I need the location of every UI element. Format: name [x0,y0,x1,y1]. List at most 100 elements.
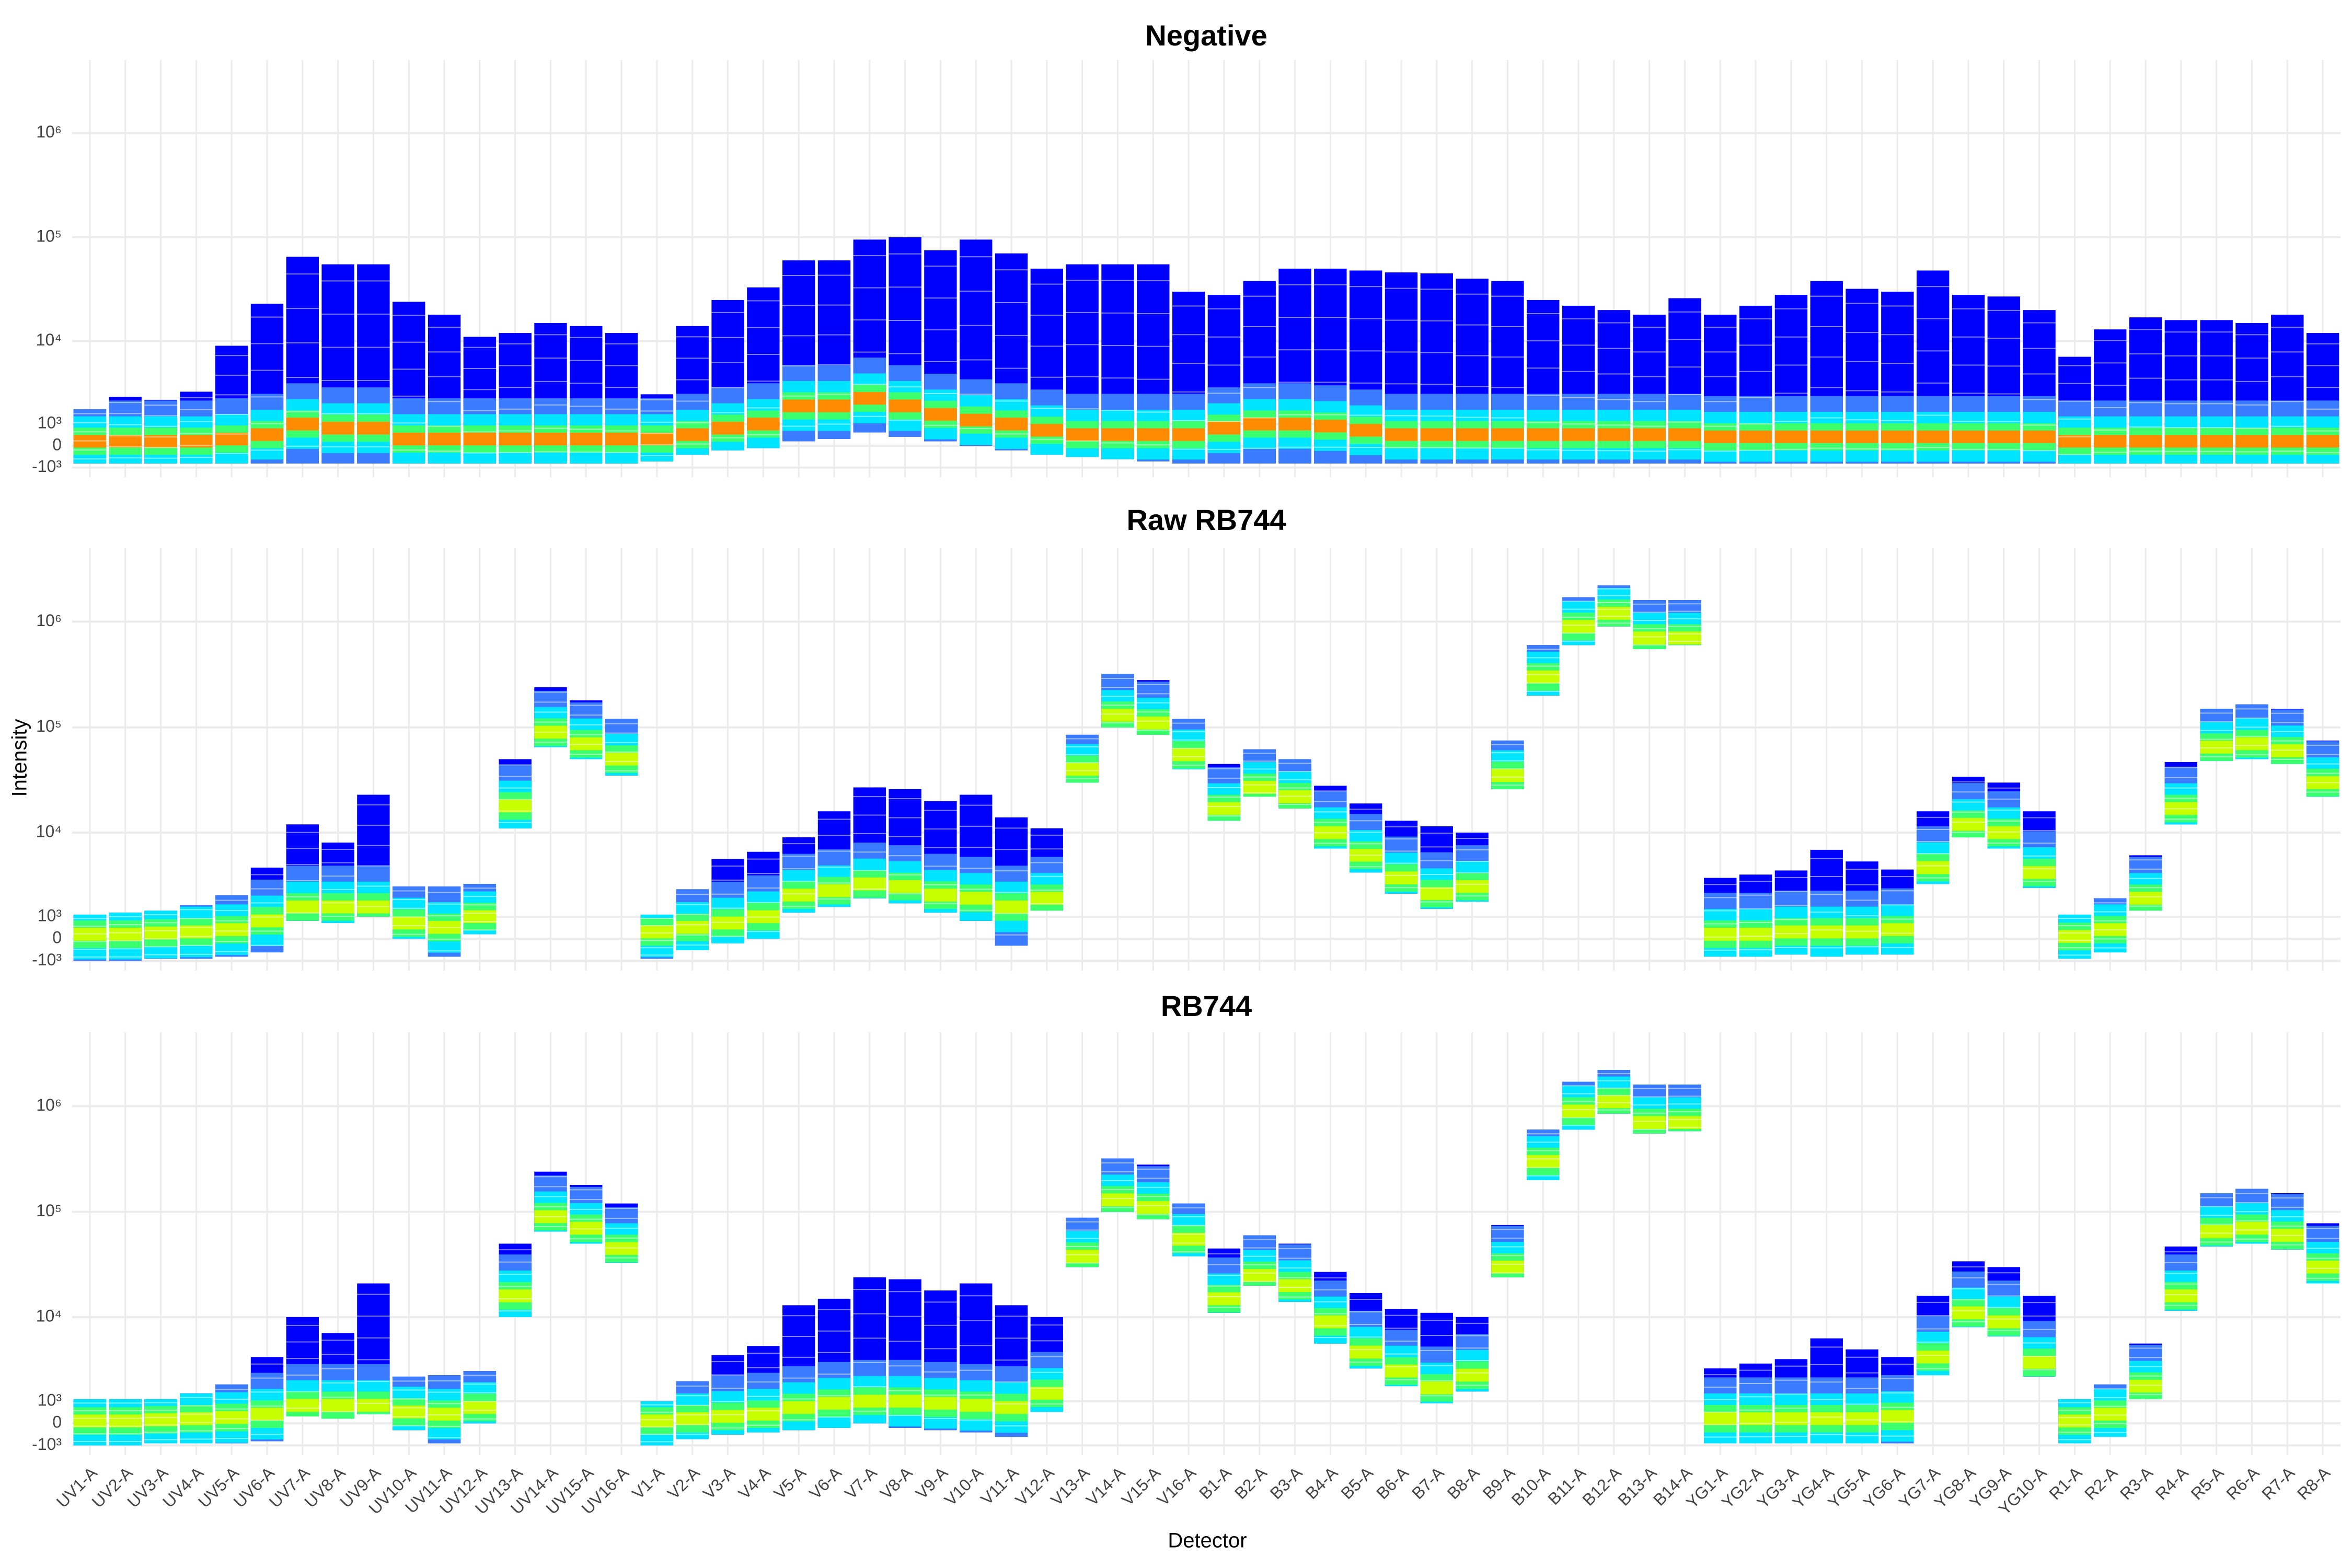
density-band [1207,422,1241,435]
density-band [889,880,921,893]
density-band [1774,430,1808,443]
x-tick-label: V15-A [1118,1463,1165,1509]
x-tick-label: R2-A [2081,1463,2121,1503]
density-band [1101,428,1134,441]
density-band [357,1399,390,1412]
density-band [711,916,744,930]
density-band [1916,1351,1950,1364]
density-band [1278,1279,1311,1293]
density-band [250,428,284,441]
density-band [1491,1260,1524,1274]
density-band [889,1394,921,1408]
density-band [393,916,425,930]
x-tick-label: V2-A [664,1463,704,1503]
density-band [1385,871,1418,884]
x-tick-label: B1-A [1195,1463,1235,1503]
density-band [889,399,921,412]
peak-density [1385,836,1418,894]
peak-density [924,373,957,442]
density-band [1420,428,1453,441]
peak-density [1349,389,1382,464]
peak-density [1774,890,1808,955]
peak-density [960,1364,993,1433]
density-band [853,392,886,405]
peak-density [1491,740,1524,789]
density-band [747,418,780,431]
density-band [1491,428,1524,441]
peak-density [1739,396,1772,464]
density-band [2164,435,2198,448]
y-tick-label: 0 [52,435,62,454]
peak-density [250,879,284,953]
density-band [321,1399,354,1412]
peak-density [534,1175,567,1232]
peak-density [215,1384,248,1444]
density-band [1633,1116,1666,1129]
peak-density [1633,394,1666,464]
density-band [1172,748,1205,762]
x-tick-label: B13-A [1614,1463,1661,1509]
peak-density [1810,396,1843,464]
peak-density [1774,1377,1808,1444]
density-band [1314,1315,1347,1329]
peak-density [782,365,815,442]
peak-density [1668,600,1701,645]
peak-density [2094,1384,2127,1437]
peak-density [1527,394,1560,464]
density-band [1668,428,1701,441]
density-band [2235,1221,2268,1235]
peak-density [1207,1257,1241,1313]
peak-density [2271,1194,2304,1250]
peak-density [570,1186,603,1244]
peak-density [1704,893,1737,957]
peak-density [2094,400,2127,464]
x-tick-label: R7-A [2258,1463,2298,1503]
peak-density [1774,396,1808,464]
x-tick-label: V6-A [805,1463,845,1503]
y-tick-label: 10⁴ [36,330,62,349]
y-tick-label: 10⁶ [36,1096,62,1114]
peak-density [711,1375,744,1435]
density-band [428,432,461,446]
density-band [1349,424,1382,437]
peak-density [321,387,354,464]
density-band [640,1414,674,1428]
peak-density [782,1366,815,1431]
peak-density [1420,394,1453,464]
peak-density [1278,759,1311,809]
peak-density [640,914,674,959]
density-band [1597,1095,1631,1109]
peak-density [2164,767,2198,825]
x-tick-label: B11-A [1544,1463,1589,1508]
x-tick-label: R5-A [2187,1463,2228,1503]
density-band [109,928,142,941]
peak-density [215,895,248,957]
peak-density [109,400,142,464]
peak-density [853,1359,886,1424]
density-band [1172,428,1205,441]
density-band [286,418,319,431]
peak-density [321,866,354,923]
peak-density [463,398,497,464]
density-band [286,900,319,914]
y-tick-label: 10⁵ [36,717,62,735]
density-band [1349,1345,1382,1359]
density-band [1774,925,1808,939]
peak-density [1633,600,1666,649]
density-band [676,921,709,934]
peak-density [250,1373,284,1442]
y-axis-title: Intensity [8,719,31,797]
x-tick-label: B7-A [1408,1463,1448,1503]
peak-density [605,1207,638,1263]
x-tick-label: V5-A [770,1463,810,1503]
density-band [924,889,957,902]
density-band [2129,1379,2162,1393]
density-band [1243,781,1276,794]
density-band [1420,887,1453,901]
y-tick-label: 10⁴ [36,1306,62,1325]
density-band [215,432,248,446]
density-band [570,1221,603,1235]
peak-density [2306,741,2339,797]
density-band [499,799,532,813]
peak-density [676,889,709,950]
